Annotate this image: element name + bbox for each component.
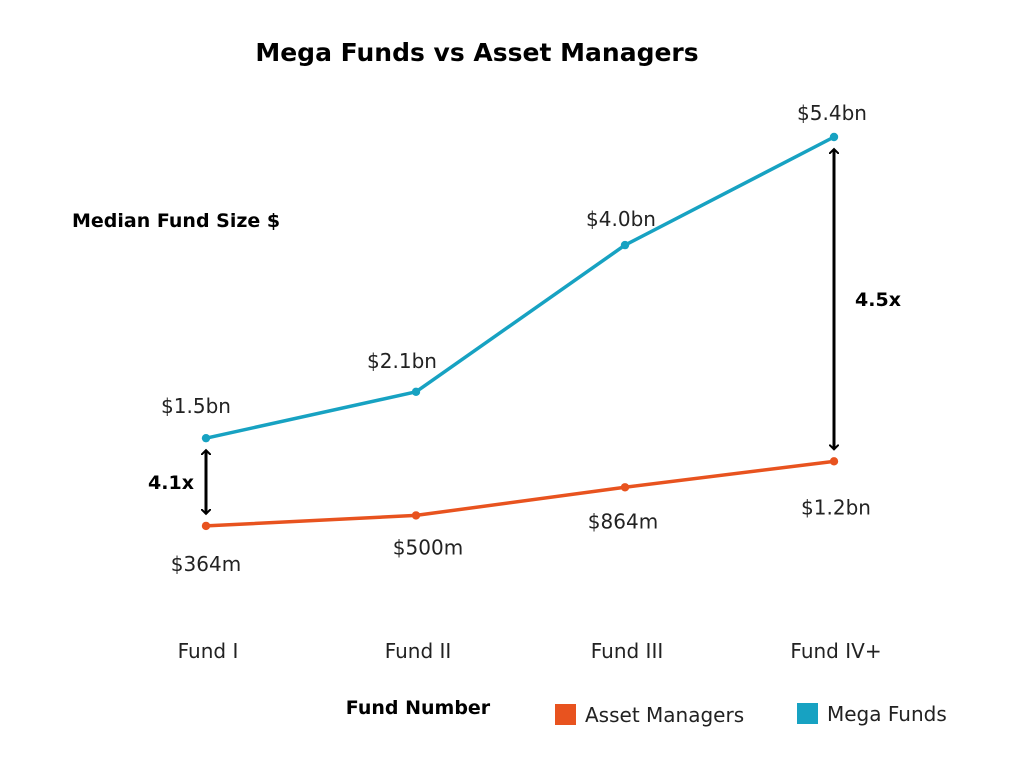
series-line-asset-managers (204, 459, 836, 528)
series-layer (201, 132, 839, 531)
data-point (620, 240, 630, 250)
legend-swatch (797, 703, 818, 724)
legend-label: Mega Funds (827, 702, 947, 726)
legend: Asset Managers Mega Funds (555, 702, 947, 727)
data-point (201, 433, 211, 443)
x-axis-label: Fund Number (346, 697, 491, 719)
x-axis-ticks: Fund I Fund II Fund III Fund IV+ (178, 639, 882, 663)
data-label: $864m (588, 509, 658, 533)
x-tick-label: Fund I (178, 639, 239, 663)
x-tick-label: Fund IV+ (790, 639, 881, 663)
data-label: $2.1bn (367, 349, 437, 373)
y-axis-label: Median Fund Size $ (72, 210, 280, 232)
value-labels: $364m $500m $864m $1.2bn $1.5bn $2.1bn $4.0bn $… (161, 101, 871, 576)
data-label: $500m (393, 535, 463, 559)
data-label: $4.0bn (586, 207, 656, 231)
ratio-annotations: 4.1x 4.5x (148, 149, 901, 514)
ratio-label: 4.5x (855, 289, 901, 311)
data-point (620, 483, 630, 492)
data-label: $5.4bn (797, 101, 867, 125)
data-point (411, 387, 421, 397)
legend-label: Asset Managers (585, 703, 744, 727)
data-label: $1.5bn (161, 394, 231, 418)
ratio-label: 4.1x (148, 472, 194, 494)
series-line-mega-funds (204, 135, 836, 440)
data-label: $364m (171, 552, 241, 576)
data-label: $1.2bn (801, 495, 871, 519)
data-point (201, 521, 211, 531)
data-point (411, 511, 421, 520)
x-tick-label: Fund III (591, 639, 664, 663)
legend-swatch (555, 704, 576, 725)
chart-title: Mega Funds vs Asset Managers (255, 38, 698, 67)
data-point (829, 132, 839, 142)
data-point (829, 457, 839, 466)
x-tick-label: Fund II (385, 639, 452, 663)
